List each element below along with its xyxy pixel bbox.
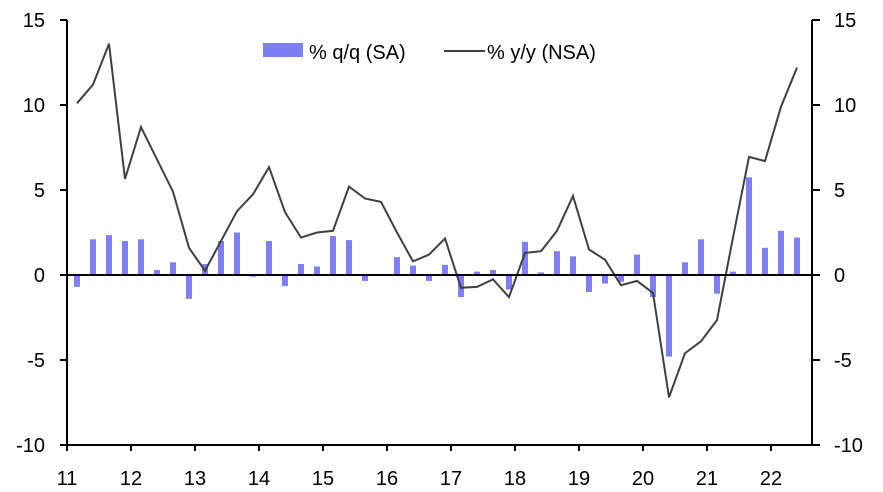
bar <box>650 275 656 298</box>
bar <box>602 275 608 284</box>
bar <box>266 241 272 275</box>
bar <box>186 275 192 299</box>
axes <box>60 19 820 451</box>
x-tick-label: 15 <box>312 468 334 490</box>
bar <box>330 235 336 275</box>
x-tick-label: 13 <box>184 468 206 490</box>
x-axis-labels: 11 12 13 14 15 16 17 18 19 20 21 22 <box>57 468 783 490</box>
bar <box>586 275 592 292</box>
bar <box>698 239 704 275</box>
y-tick-label-left: 15 <box>23 10 45 32</box>
bar <box>442 264 448 275</box>
bar <box>554 251 560 275</box>
bar <box>346 240 352 275</box>
bar <box>394 257 400 275</box>
bar <box>634 254 640 275</box>
x-tick-label: 18 <box>504 468 526 490</box>
y-tick-label-left: 10 <box>23 95 45 117</box>
bar <box>474 271 480 275</box>
bar-series-qq <box>74 177 800 357</box>
bar <box>234 232 240 275</box>
x-tick-label: 19 <box>568 468 590 490</box>
bar <box>538 272 544 275</box>
bar <box>762 247 768 275</box>
bar <box>506 275 512 290</box>
bar <box>122 241 128 275</box>
bar <box>714 275 720 294</box>
x-tick-label: 12 <box>120 468 142 490</box>
legend-label-yy: % y/y (NSA) <box>487 42 596 64</box>
bar <box>490 269 496 275</box>
bar <box>410 265 416 275</box>
bar <box>570 256 576 275</box>
bar <box>74 275 80 287</box>
y-tick-label-right: 5 <box>834 180 845 202</box>
x-tick-label: 20 <box>632 468 654 490</box>
x-tick-label: 16 <box>376 468 398 490</box>
y-tick-label-left: -5 <box>27 350 45 372</box>
bar <box>170 262 176 276</box>
bar <box>282 275 288 287</box>
x-tick-label: 22 <box>760 468 782 490</box>
bar <box>682 262 688 276</box>
bar <box>730 271 736 275</box>
bar <box>218 241 224 275</box>
bar <box>90 239 96 275</box>
bar <box>522 241 528 275</box>
bar <box>746 177 752 276</box>
bar <box>138 239 144 275</box>
x-tick-label: 11 <box>57 468 78 490</box>
bar <box>666 275 672 357</box>
bar <box>298 264 304 275</box>
bar <box>154 269 160 275</box>
bar <box>314 266 320 275</box>
x-tick-label: 17 <box>440 468 462 490</box>
y-tick-label-right: 15 <box>834 10 856 32</box>
bar <box>794 237 800 275</box>
y-tick-label-right: -5 <box>834 350 852 372</box>
bar <box>778 230 784 275</box>
y-axis-right-labels: 15 10 5 0 -5 -10 <box>834 10 863 457</box>
bar <box>362 275 368 281</box>
legend: % q/q (SA) % y/y (NSA) <box>263 42 596 64</box>
y-tick-label-left: -10 <box>16 435 45 457</box>
x-tick-label: 14 <box>248 468 270 490</box>
y-tick-label-left: 0 <box>34 265 45 287</box>
y-tick-label-right: 0 <box>834 265 845 287</box>
line-series-yy <box>76 43 798 398</box>
bar <box>106 235 112 275</box>
legend-bar-swatch <box>263 43 303 57</box>
bar <box>426 275 432 281</box>
y-axis-left-labels: 15 10 5 0 -5 -10 <box>16 10 45 457</box>
y-tick-label-left: 5 <box>34 180 45 202</box>
legend-label-qq: % q/q (SA) <box>309 42 406 64</box>
x-tick-label: 21 <box>696 468 718 490</box>
y-tick-label-right: -10 <box>834 435 863 457</box>
y-tick-label-right: 10 <box>834 95 856 117</box>
bar <box>618 275 624 282</box>
